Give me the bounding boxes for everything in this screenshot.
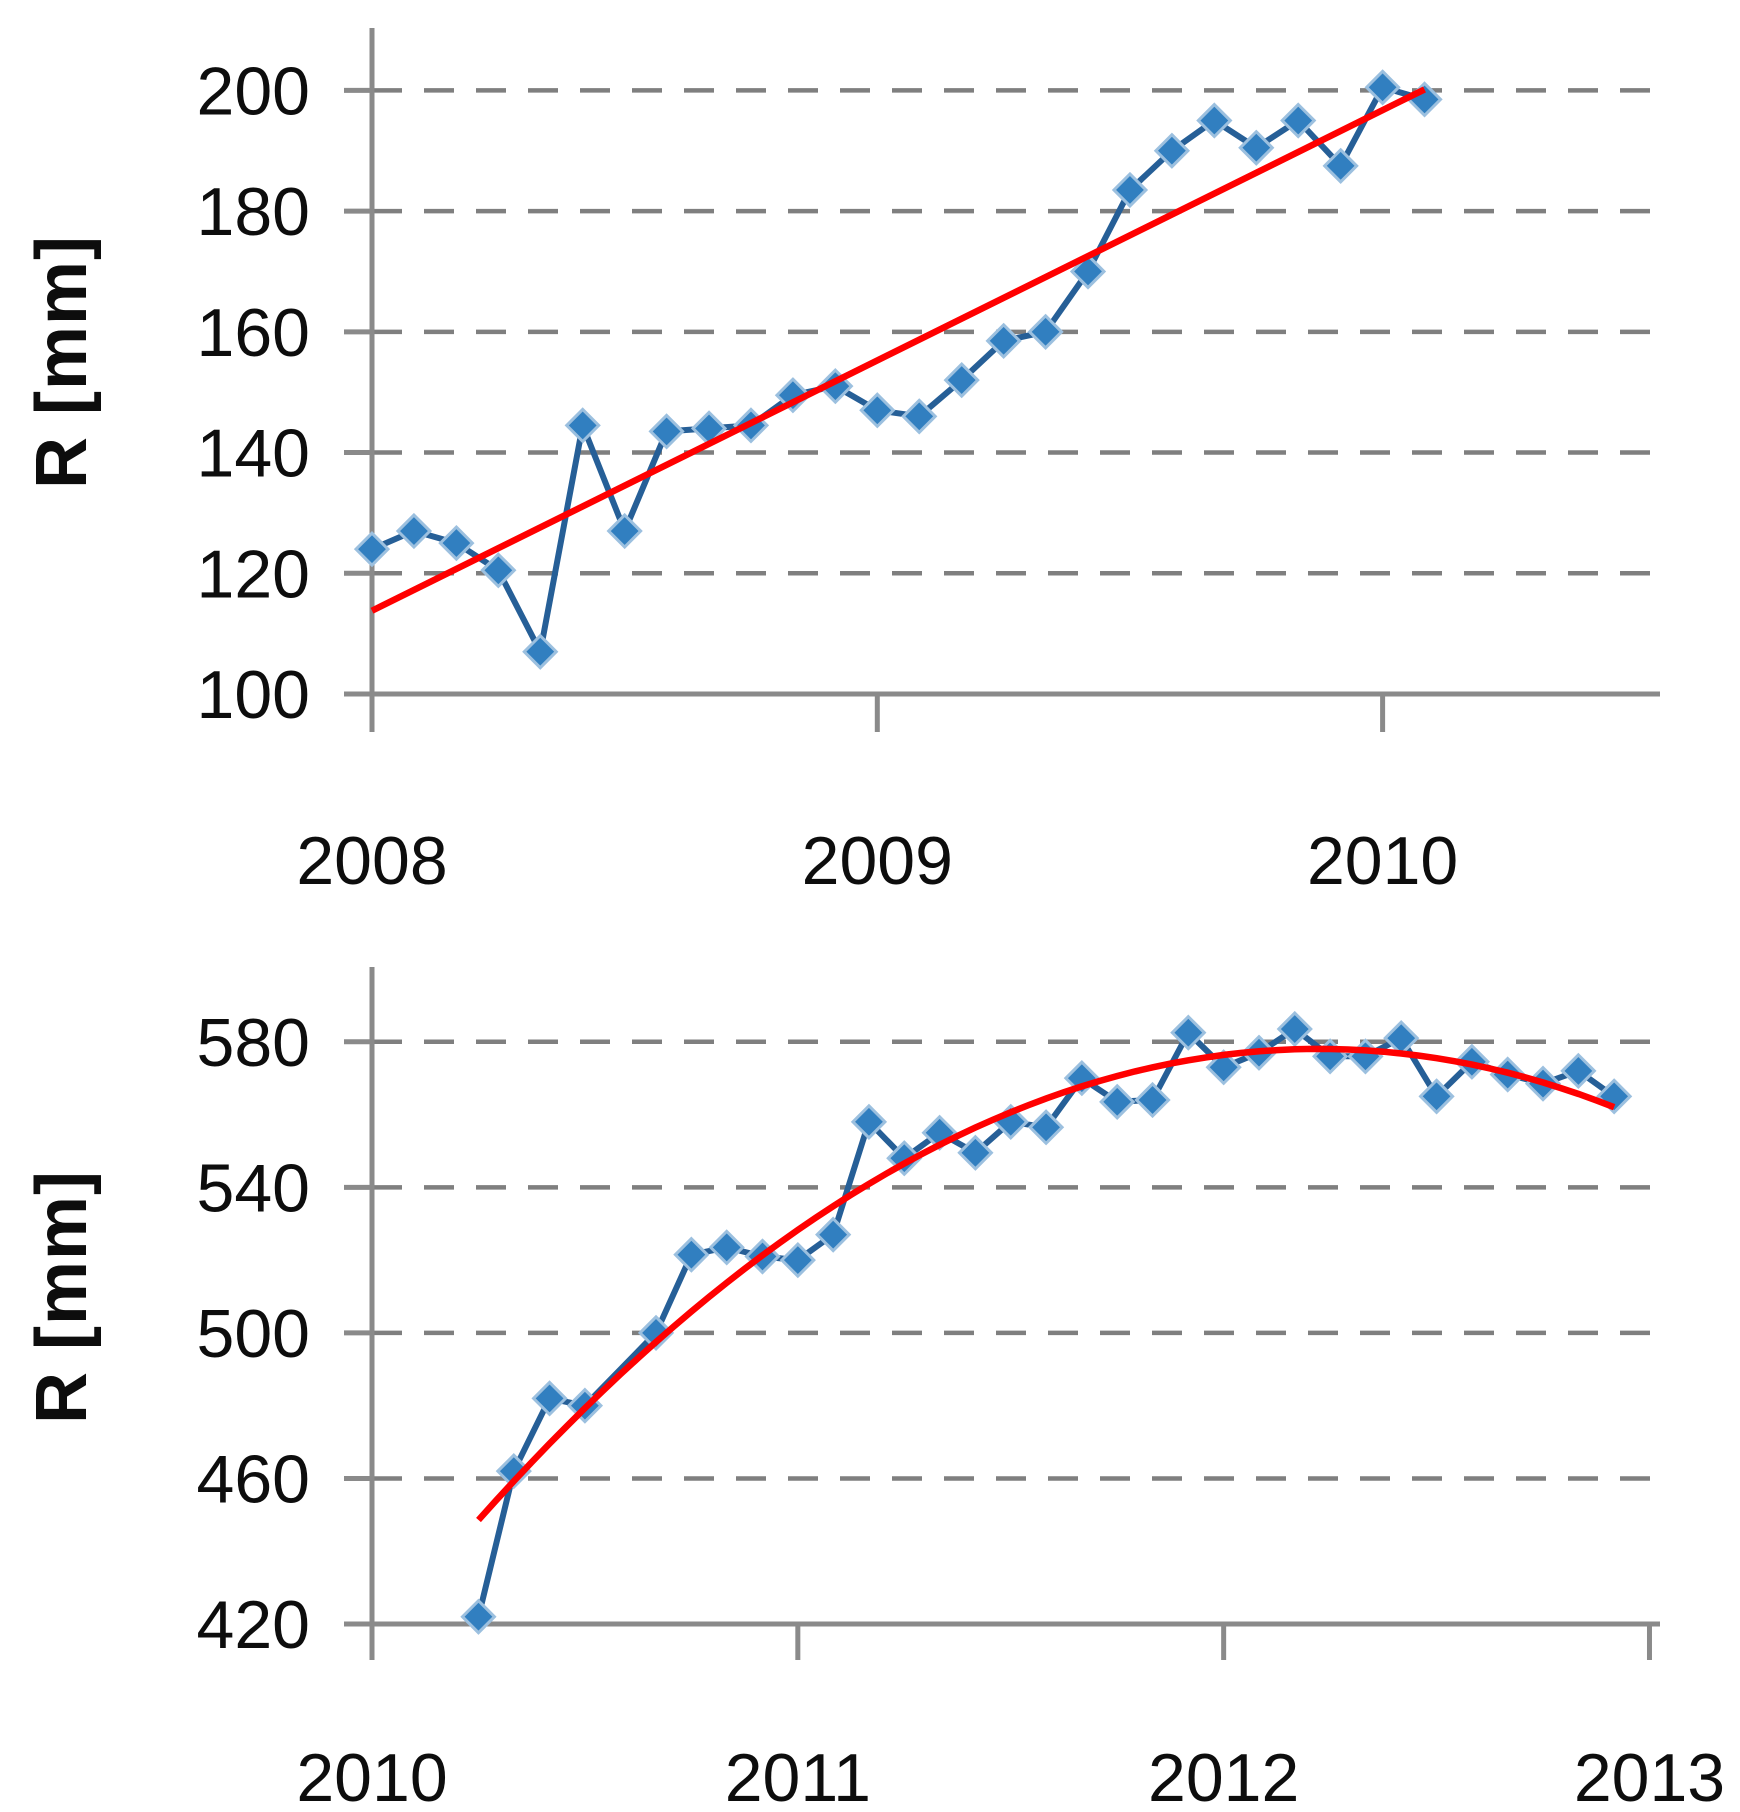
tick-labels: 420 460 500 540 580 2010 2011 2012 2013 [197,1005,1726,1812]
y-tick-label: 540 [197,1150,310,1226]
axes [344,28,1660,732]
diamond-marker [637,1314,675,1352]
diamond-marker [850,1103,888,1140]
diamond-marker [943,361,980,399]
diamond-marker [815,1216,852,1253]
diamond-marker [957,1134,994,1171]
diamond-marker [1276,1010,1313,1048]
x-tick-label: 2011 [725,1740,871,1812]
series-markers [460,1010,1633,1635]
linear-trendline [370,86,1426,614]
trendline [370,86,1426,614]
diamond-marker [901,398,938,435]
diamond-marker [1196,102,1233,139]
diamond-marker [564,407,601,444]
diamond-marker [1560,1052,1597,1090]
series-markers [353,69,1443,670]
gridlines [372,88,1658,576]
diamond-marker [817,368,854,405]
y-tick-label: 460 [197,1441,310,1517]
series-line [370,84,1426,655]
gridlines [372,1039,1658,1481]
y-tick-label: 140 [197,416,310,492]
bottom-chart: 420 460 500 540 580 2010 2011 2012 2013 [197,967,1726,1812]
diamond-marker [859,392,896,429]
x-tick-label: 2012 [1148,1740,1299,1812]
diamond-marker [1170,1014,1207,1051]
poly2-trendline [476,1045,1616,1523]
diamond-marker [1238,129,1275,166]
y-tick-label: 180 [197,174,310,250]
diamond-marker [480,552,517,589]
y-tick-label: 420 [197,1587,310,1663]
diamond-marker [1418,1078,1455,1115]
x-tick-label: 2013 [1574,1740,1725,1812]
diamond-marker [673,1236,710,1273]
diamond-marker [1322,147,1359,184]
diamond-marker [1027,313,1064,350]
diamond-marker [1153,132,1191,169]
diamond-marker [708,1229,745,1266]
diamond-marker [438,524,475,562]
diamond-marker [1111,171,1149,209]
diamond-marker [648,413,685,450]
y-tick-label: 100 [197,657,310,733]
top-chart-y-axis-title: R [mm] [22,235,102,489]
bottom-chart-y-axis-title: R [mm] [22,1170,102,1424]
y-tick-label: 580 [197,1005,310,1081]
diamond-marker [353,531,391,568]
axes [344,967,1660,1660]
x-tick-label: 2008 [296,823,447,899]
tick-labels: 100 120 140 160 180 200 2008 2009 2010 [197,53,1459,899]
diamond-marker [1134,1081,1171,1119]
diamond-marker [395,512,433,550]
y-tick-label: 160 [197,295,310,371]
diamond-marker [985,322,1022,359]
x-tick-label: 2010 [1307,823,1458,899]
diamond-marker [606,512,643,550]
top-chart: 100 120 140 160 180 200 2008 2009 2010 [197,28,1660,899]
x-tick-label: 2009 [802,823,953,899]
diamond-marker [460,1598,497,1635]
diamond-marker [1280,102,1317,139]
diamond-marker [1099,1083,1136,1120]
diamond-marker [1364,69,1401,106]
y-tick-label: 120 [197,536,310,612]
data-series [370,84,1426,655]
diamond-marker [522,633,559,670]
trendline [476,1045,1616,1523]
diamond-marker [779,1241,816,1279]
diamond-marker [1027,1109,1065,1146]
diamond-marker [531,1380,568,1417]
y-tick-label: 500 [197,1296,310,1372]
y-tick-label: 200 [197,53,310,129]
diamond-marker [1347,1038,1384,1075]
x-tick-label: 2010 [296,1740,447,1812]
